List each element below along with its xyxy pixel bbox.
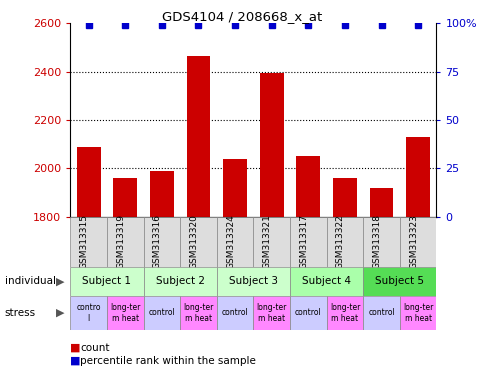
Text: long-ter
m heat: long-ter m heat [402,303,433,323]
Text: long-ter
m heat: long-ter m heat [110,303,140,323]
FancyBboxPatch shape [70,217,106,267]
Bar [369,188,393,217]
FancyBboxPatch shape [289,267,363,296]
Text: control: control [221,308,248,318]
FancyBboxPatch shape [289,217,326,267]
Text: GSM313319: GSM313319 [116,214,125,270]
Text: GSM313323: GSM313323 [408,215,417,269]
Text: long-ter
m heat: long-ter m heat [329,303,360,323]
Text: control: control [294,308,321,318]
Text: percentile rank within the sample: percentile rank within the sample [80,356,256,366]
FancyBboxPatch shape [106,217,143,267]
Bar [223,159,246,217]
Text: Subject 3: Subject 3 [228,276,277,286]
Text: stress: stress [5,308,36,318]
FancyBboxPatch shape [253,296,289,330]
FancyBboxPatch shape [70,267,143,296]
FancyBboxPatch shape [326,296,363,330]
FancyBboxPatch shape [326,217,363,267]
Text: Subject 2: Subject 2 [155,276,204,286]
FancyBboxPatch shape [399,217,436,267]
Text: ▶: ▶ [56,276,65,286]
Bar [296,156,319,217]
FancyBboxPatch shape [143,267,216,296]
Bar [259,73,283,217]
FancyBboxPatch shape [106,296,143,330]
FancyBboxPatch shape [143,217,180,267]
Text: control: control [367,308,394,318]
Bar [186,56,210,217]
FancyBboxPatch shape [289,296,326,330]
FancyBboxPatch shape [180,217,216,267]
FancyBboxPatch shape [143,296,180,330]
Text: long-ter
m heat: long-ter m heat [256,303,287,323]
Text: GSM313316: GSM313316 [152,214,162,270]
FancyBboxPatch shape [253,217,289,267]
Text: contro
l: contro l [76,303,101,323]
Bar [333,178,356,217]
Bar [150,171,173,217]
Text: GDS4104 / 208668_x_at: GDS4104 / 208668_x_at [162,10,322,23]
FancyBboxPatch shape [363,296,399,330]
Bar [113,178,137,217]
Text: long-ter
m heat: long-ter m heat [183,303,213,323]
Text: count: count [80,343,109,353]
Bar [406,137,429,217]
FancyBboxPatch shape [216,296,253,330]
Text: Subject 5: Subject 5 [375,276,424,286]
FancyBboxPatch shape [180,296,216,330]
FancyBboxPatch shape [399,296,436,330]
Text: GSM313320: GSM313320 [189,215,198,269]
Text: individual: individual [5,276,56,286]
Text: GSM313322: GSM313322 [335,215,344,269]
Text: GSM313317: GSM313317 [299,214,308,270]
Text: ■: ■ [70,356,84,366]
FancyBboxPatch shape [363,217,399,267]
Text: GSM313315: GSM313315 [79,214,89,270]
FancyBboxPatch shape [363,267,436,296]
Text: ▶: ▶ [56,308,65,318]
FancyBboxPatch shape [216,217,253,267]
FancyBboxPatch shape [70,296,106,330]
Bar [76,147,100,217]
Text: GSM313321: GSM313321 [262,215,271,269]
Text: GSM313318: GSM313318 [372,214,381,270]
Text: GSM313324: GSM313324 [226,215,235,269]
FancyBboxPatch shape [216,267,289,296]
Text: control: control [148,308,175,318]
Text: Subject 4: Subject 4 [302,276,350,286]
Text: Subject 1: Subject 1 [82,276,131,286]
Text: ■: ■ [70,343,84,353]
